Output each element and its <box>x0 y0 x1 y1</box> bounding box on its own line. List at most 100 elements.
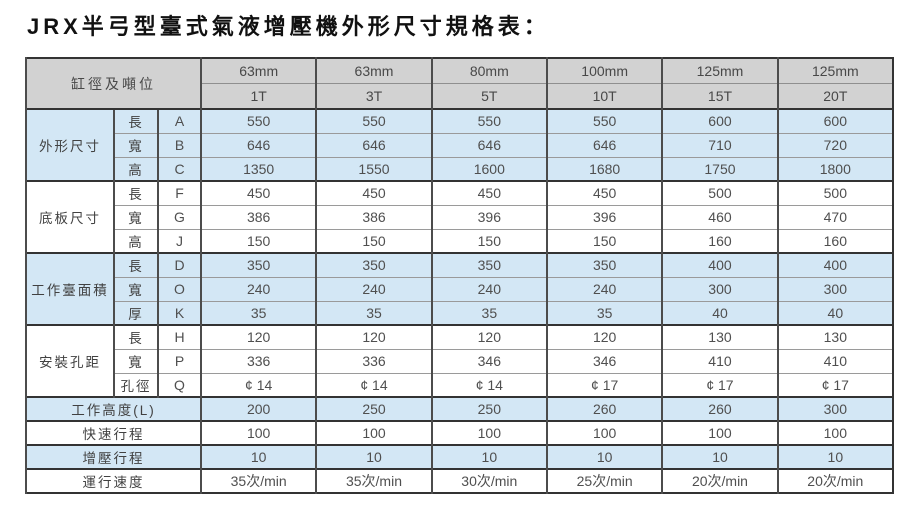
table-row: 寬 B 646 646 646 646 710 720 <box>26 132 893 157</box>
table-row: 孔徑 Q ¢ 14 ¢ 14 ¢ 14 ¢ 17 ¢ 17 ¢ 17 <box>26 372 893 397</box>
value-cell: 1600 <box>430 156 547 181</box>
value-cell: 646 <box>545 132 663 157</box>
value-cell: 396 <box>430 204 547 229</box>
value-cell: 646 <box>315 132 432 157</box>
summary-label: 快速行程 <box>25 420 201 445</box>
value-cell: 550 <box>430 108 547 133</box>
summary-label: 增壓行程 <box>25 444 201 469</box>
value-cell: 646 <box>430 132 547 157</box>
table-row: 底板尺寸長 F 450 450 450 450 500 500 <box>25 180 893 253</box>
value-cell: 710 <box>661 132 778 157</box>
value-cell: 30次/min <box>430 468 547 493</box>
value-cell: ¢ 14 <box>199 372 317 397</box>
value-cell: 300 <box>776 396 893 421</box>
value-cell: 410 <box>776 348 893 373</box>
column-header-tonnage: 1T <box>199 82 317 109</box>
value-cell: 1800 <box>776 156 893 181</box>
column-header-bore: 80mm <box>430 58 547 83</box>
value-cell: 35次/min <box>199 468 317 493</box>
dimension-label: 寬 <box>113 132 158 157</box>
value-cell: 400 <box>661 252 778 277</box>
dimension-code: G <box>157 204 201 229</box>
dimension-code: B <box>157 132 201 157</box>
value-cell: 500 <box>661 180 778 205</box>
value-cell: 10 <box>776 444 893 469</box>
dimension-label: 高 <box>113 228 158 253</box>
corner-header-bore-tonnage: 缸徑及噸位 <box>25 58 201 109</box>
table-body: 外形尺寸長 A 550 550 550 550 600 600 寬 B 646 646 646 646 71… <box>25 108 893 493</box>
dimension-label: 高 <box>113 156 158 181</box>
page-title: JRX半弓型臺式氣液增壓機外形尺寸規格表： <box>27 14 550 39</box>
value-cell: 120 <box>199 324 317 349</box>
dimension-label: 長 <box>113 108 158 133</box>
table-header: 缸徑及噸位 63mm 63mm 80mm 100mm 125mm 125mm 1T 3T 5T 10… <box>25 58 893 109</box>
dimension-code: O <box>157 276 201 301</box>
dimension-code: J <box>157 228 201 253</box>
dimension-code: P <box>157 348 201 373</box>
value-cell: 600 <box>661 108 778 133</box>
dimension-code: D <box>157 252 201 277</box>
table-row: 厚 K 35 35 35 35 40 40 <box>26 300 893 325</box>
value-cell: 1550 <box>315 156 432 181</box>
table-row: 運行速度 35次/min 35次/min 30次/min 25次/min 20次/min 2… <box>25 468 893 493</box>
table-row: 工作高度(L) 200 250 250 260 260 300 <box>25 396 893 421</box>
value-cell: 260 <box>545 396 663 421</box>
column-header-tonnage: 3T <box>315 82 432 109</box>
value-cell: ¢ 14 <box>315 372 432 397</box>
summary-label: 運行速度 <box>25 468 201 493</box>
table-row: 外形尺寸長 A 550 550 550 550 600 600 <box>25 108 893 181</box>
value-cell: 300 <box>776 276 893 301</box>
column-header-bore: 63mm <box>315 58 432 83</box>
value-cell: 35 <box>430 300 547 325</box>
table-row: 高 C 1350 1550 1600 1680 1750 1800 <box>26 156 893 181</box>
column-header-bore: 100mm <box>545 58 663 83</box>
value-cell: 550 <box>545 108 663 133</box>
table-row: 增壓行程 10 10 10 10 10 10 <box>25 444 893 469</box>
value-cell: 260 <box>661 396 778 421</box>
dimension-code: H <box>157 324 201 349</box>
table-row: 工作臺面積長 D 350 350 350 350 400 400 <box>25 252 893 325</box>
value-cell: 10 <box>315 444 432 469</box>
value-cell: 350 <box>315 252 432 277</box>
value-cell: 10 <box>545 444 663 469</box>
value-cell: 35 <box>199 300 317 325</box>
group-label: 安裝孔距 <box>25 324 114 397</box>
value-cell: 450 <box>315 180 432 205</box>
value-cell: 10 <box>199 444 317 469</box>
value-cell: 100 <box>545 420 663 445</box>
value-cell: 100 <box>315 420 432 445</box>
value-cell: 350 <box>199 252 317 277</box>
value-cell: 160 <box>776 228 893 253</box>
value-cell: 130 <box>776 324 893 349</box>
value-cell: 160 <box>661 228 778 253</box>
table-row: 寬 G 386 386 396 396 460 470 <box>26 204 893 229</box>
value-cell: 240 <box>430 276 547 301</box>
value-cell: 350 <box>545 252 663 277</box>
column-header-tonnage: 15T <box>661 82 778 109</box>
value-cell: 350 <box>430 252 547 277</box>
value-cell: 100 <box>776 420 893 445</box>
spec-table: 缸徑及噸位 63mm 63mm 80mm 100mm 125mm 125mm 1T 3T 5T 10… <box>25 57 894 494</box>
dimension-label: 寬 <box>113 204 158 229</box>
value-cell: 410 <box>661 348 778 373</box>
dimension-code: C <box>157 156 201 181</box>
value-cell: 336 <box>199 348 317 373</box>
column-header-bore: 125mm <box>776 58 893 83</box>
value-cell: ¢ 17 <box>661 372 778 397</box>
value-cell: 120 <box>545 324 663 349</box>
value-cell: 450 <box>545 180 663 205</box>
value-cell: 35 <box>545 300 663 325</box>
value-cell: 150 <box>430 228 547 253</box>
summary-label: 工作高度(L) <box>25 396 201 421</box>
dimension-code: A <box>157 108 201 133</box>
column-header-bore: 63mm <box>199 58 317 83</box>
value-cell: ¢ 17 <box>776 372 893 397</box>
value-cell: 1350 <box>199 156 317 181</box>
value-cell: ¢ 14 <box>430 372 547 397</box>
table-row: 寬 O 240 240 240 240 300 300 <box>26 276 893 301</box>
value-cell: 35次/min <box>315 468 432 493</box>
value-cell: 250 <box>315 396 432 421</box>
value-cell: 600 <box>776 108 893 133</box>
dimension-label: 長 <box>113 252 158 277</box>
